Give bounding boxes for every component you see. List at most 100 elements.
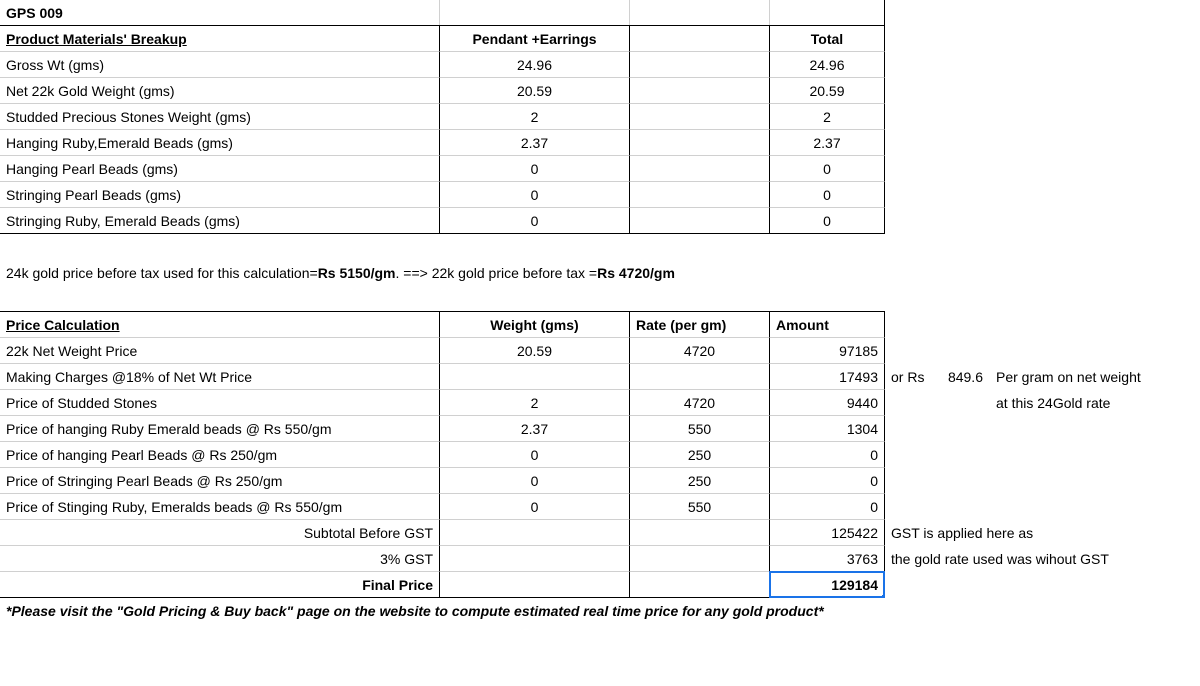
materials-label[interactable]: Studded Precious Stones Weight (gms) xyxy=(0,103,440,130)
gst-label[interactable]: 3% GST xyxy=(0,545,440,572)
price-amount[interactable]: 17493 xyxy=(769,363,885,390)
cell[interactable] xyxy=(989,181,1200,208)
cell[interactable] xyxy=(929,337,990,364)
cell[interactable] xyxy=(439,285,630,312)
cell[interactable] xyxy=(884,389,930,416)
cell[interactable] xyxy=(884,77,930,104)
cell[interactable] xyxy=(629,129,770,156)
cell[interactable] xyxy=(929,467,990,494)
side-note[interactable]: Per gram on net weight xyxy=(989,363,1200,390)
spreadsheet-grid[interactable]: GPS 009 Product Materials' Breakup Penda… xyxy=(0,0,1200,624)
side-note[interactable]: the gold rate used was wihout GST xyxy=(884,545,1200,572)
price-rate[interactable]: 4720 xyxy=(629,389,770,416)
price-weight[interactable]: 2.37 xyxy=(439,415,630,442)
cell[interactable] xyxy=(929,207,990,234)
price-weight[interactable]: 0 xyxy=(439,467,630,494)
cell[interactable] xyxy=(929,493,990,520)
price-amount[interactable]: 0 xyxy=(769,493,885,520)
materials-total[interactable]: 0 xyxy=(769,207,885,234)
cell[interactable] xyxy=(884,51,930,78)
cell[interactable] xyxy=(929,103,990,130)
price-weight[interactable]: 0 xyxy=(439,493,630,520)
cell[interactable] xyxy=(989,493,1200,520)
price-weight[interactable]: 20.59 xyxy=(439,337,630,364)
price-amount[interactable]: 9440 xyxy=(769,389,885,416)
materials-value[interactable]: 2 xyxy=(439,103,630,130)
price-amount[interactable]: 0 xyxy=(769,441,885,468)
cell[interactable] xyxy=(929,0,990,26)
materials-value[interactable]: 20.59 xyxy=(439,77,630,104)
cell[interactable] xyxy=(929,415,990,442)
cell[interactable] xyxy=(629,25,770,52)
side-note[interactable]: or Rs xyxy=(884,363,930,390)
cell[interactable] xyxy=(989,441,1200,468)
cell[interactable] xyxy=(629,51,770,78)
subtotal-label[interactable]: Subtotal Before GST xyxy=(0,519,440,546)
cell[interactable] xyxy=(629,207,770,234)
price-rate[interactable]: 250 xyxy=(629,467,770,494)
cell[interactable] xyxy=(629,0,770,26)
cell[interactable] xyxy=(929,233,990,260)
cell[interactable] xyxy=(884,337,930,364)
price-label[interactable]: 22k Net Weight Price xyxy=(0,337,440,364)
cell[interactable] xyxy=(629,155,770,182)
materials-label[interactable]: Hanging Pearl Beads (gms) xyxy=(0,155,440,182)
cell[interactable] xyxy=(989,467,1200,494)
materials-total[interactable]: 2 xyxy=(769,103,885,130)
materials-total[interactable]: 2.37 xyxy=(769,129,885,156)
materials-label[interactable]: Net 22k Gold Weight (gms) xyxy=(0,77,440,104)
final-price-cell[interactable]: 129184 xyxy=(769,571,885,598)
cell[interactable] xyxy=(629,571,770,598)
cell[interactable] xyxy=(439,571,630,598)
cell[interactable] xyxy=(884,493,930,520)
cell[interactable] xyxy=(989,155,1200,182)
side-note[interactable]: at this 24Gold rate xyxy=(989,389,1200,416)
materials-value[interactable]: 0 xyxy=(439,155,630,182)
cell[interactable] xyxy=(989,51,1200,78)
cell[interactable] xyxy=(989,103,1200,130)
cell[interactable] xyxy=(929,571,990,598)
price-label[interactable]: Price of Stringing Pearl Beads @ Rs 250/… xyxy=(0,467,440,494)
side-note[interactable]: GST is applied here as xyxy=(884,519,1200,546)
cell[interactable] xyxy=(884,441,930,468)
final-price-label[interactable]: Final Price xyxy=(0,571,440,598)
price-rate[interactable]: 550 xyxy=(629,415,770,442)
price-amount[interactable]: 97185 xyxy=(769,337,885,364)
gst-amount[interactable]: 3763 xyxy=(769,545,885,572)
cell[interactable] xyxy=(629,233,770,260)
price-amount[interactable]: 0 xyxy=(769,467,885,494)
cell[interactable] xyxy=(439,519,630,546)
materials-label[interactable]: Stringing Pearl Beads (gms) xyxy=(0,181,440,208)
cell[interactable] xyxy=(929,389,990,416)
cell[interactable] xyxy=(629,285,770,312)
cell[interactable] xyxy=(629,181,770,208)
cell[interactable] xyxy=(769,0,885,26)
materials-total[interactable]: 24.96 xyxy=(769,51,885,78)
col-amount[interactable]: Amount xyxy=(769,311,885,338)
cell[interactable] xyxy=(929,441,990,468)
cell[interactable] xyxy=(989,0,1200,26)
price-label[interactable]: Price of hanging Pearl Beads @ Rs 250/gm xyxy=(0,441,440,468)
cell[interactable] xyxy=(884,129,930,156)
cell[interactable] xyxy=(884,207,930,234)
cell[interactable] xyxy=(884,103,930,130)
subtotal-amount[interactable]: 125422 xyxy=(769,519,885,546)
cell[interactable] xyxy=(989,285,1200,312)
materials-total[interactable]: 0 xyxy=(769,155,885,182)
cell[interactable] xyxy=(769,285,885,312)
cell[interactable] xyxy=(989,25,1200,52)
price-weight[interactable]: 0 xyxy=(439,441,630,468)
cell[interactable] xyxy=(439,545,630,572)
cell[interactable] xyxy=(929,25,990,52)
product-code-cell[interactable]: GPS 009 xyxy=(0,0,440,26)
cell[interactable] xyxy=(629,519,770,546)
price-label[interactable]: Price of Studded Stones xyxy=(0,389,440,416)
cell[interactable] xyxy=(884,0,930,26)
price-label[interactable]: Making Charges @18% of Net Wt Price xyxy=(0,363,440,390)
col-rate[interactable]: Rate (per gm) xyxy=(629,311,770,338)
cell[interactable] xyxy=(929,285,990,312)
cell[interactable] xyxy=(629,77,770,104)
cell[interactable] xyxy=(884,25,930,52)
cell[interactable] xyxy=(989,129,1200,156)
cell[interactable] xyxy=(989,415,1200,442)
